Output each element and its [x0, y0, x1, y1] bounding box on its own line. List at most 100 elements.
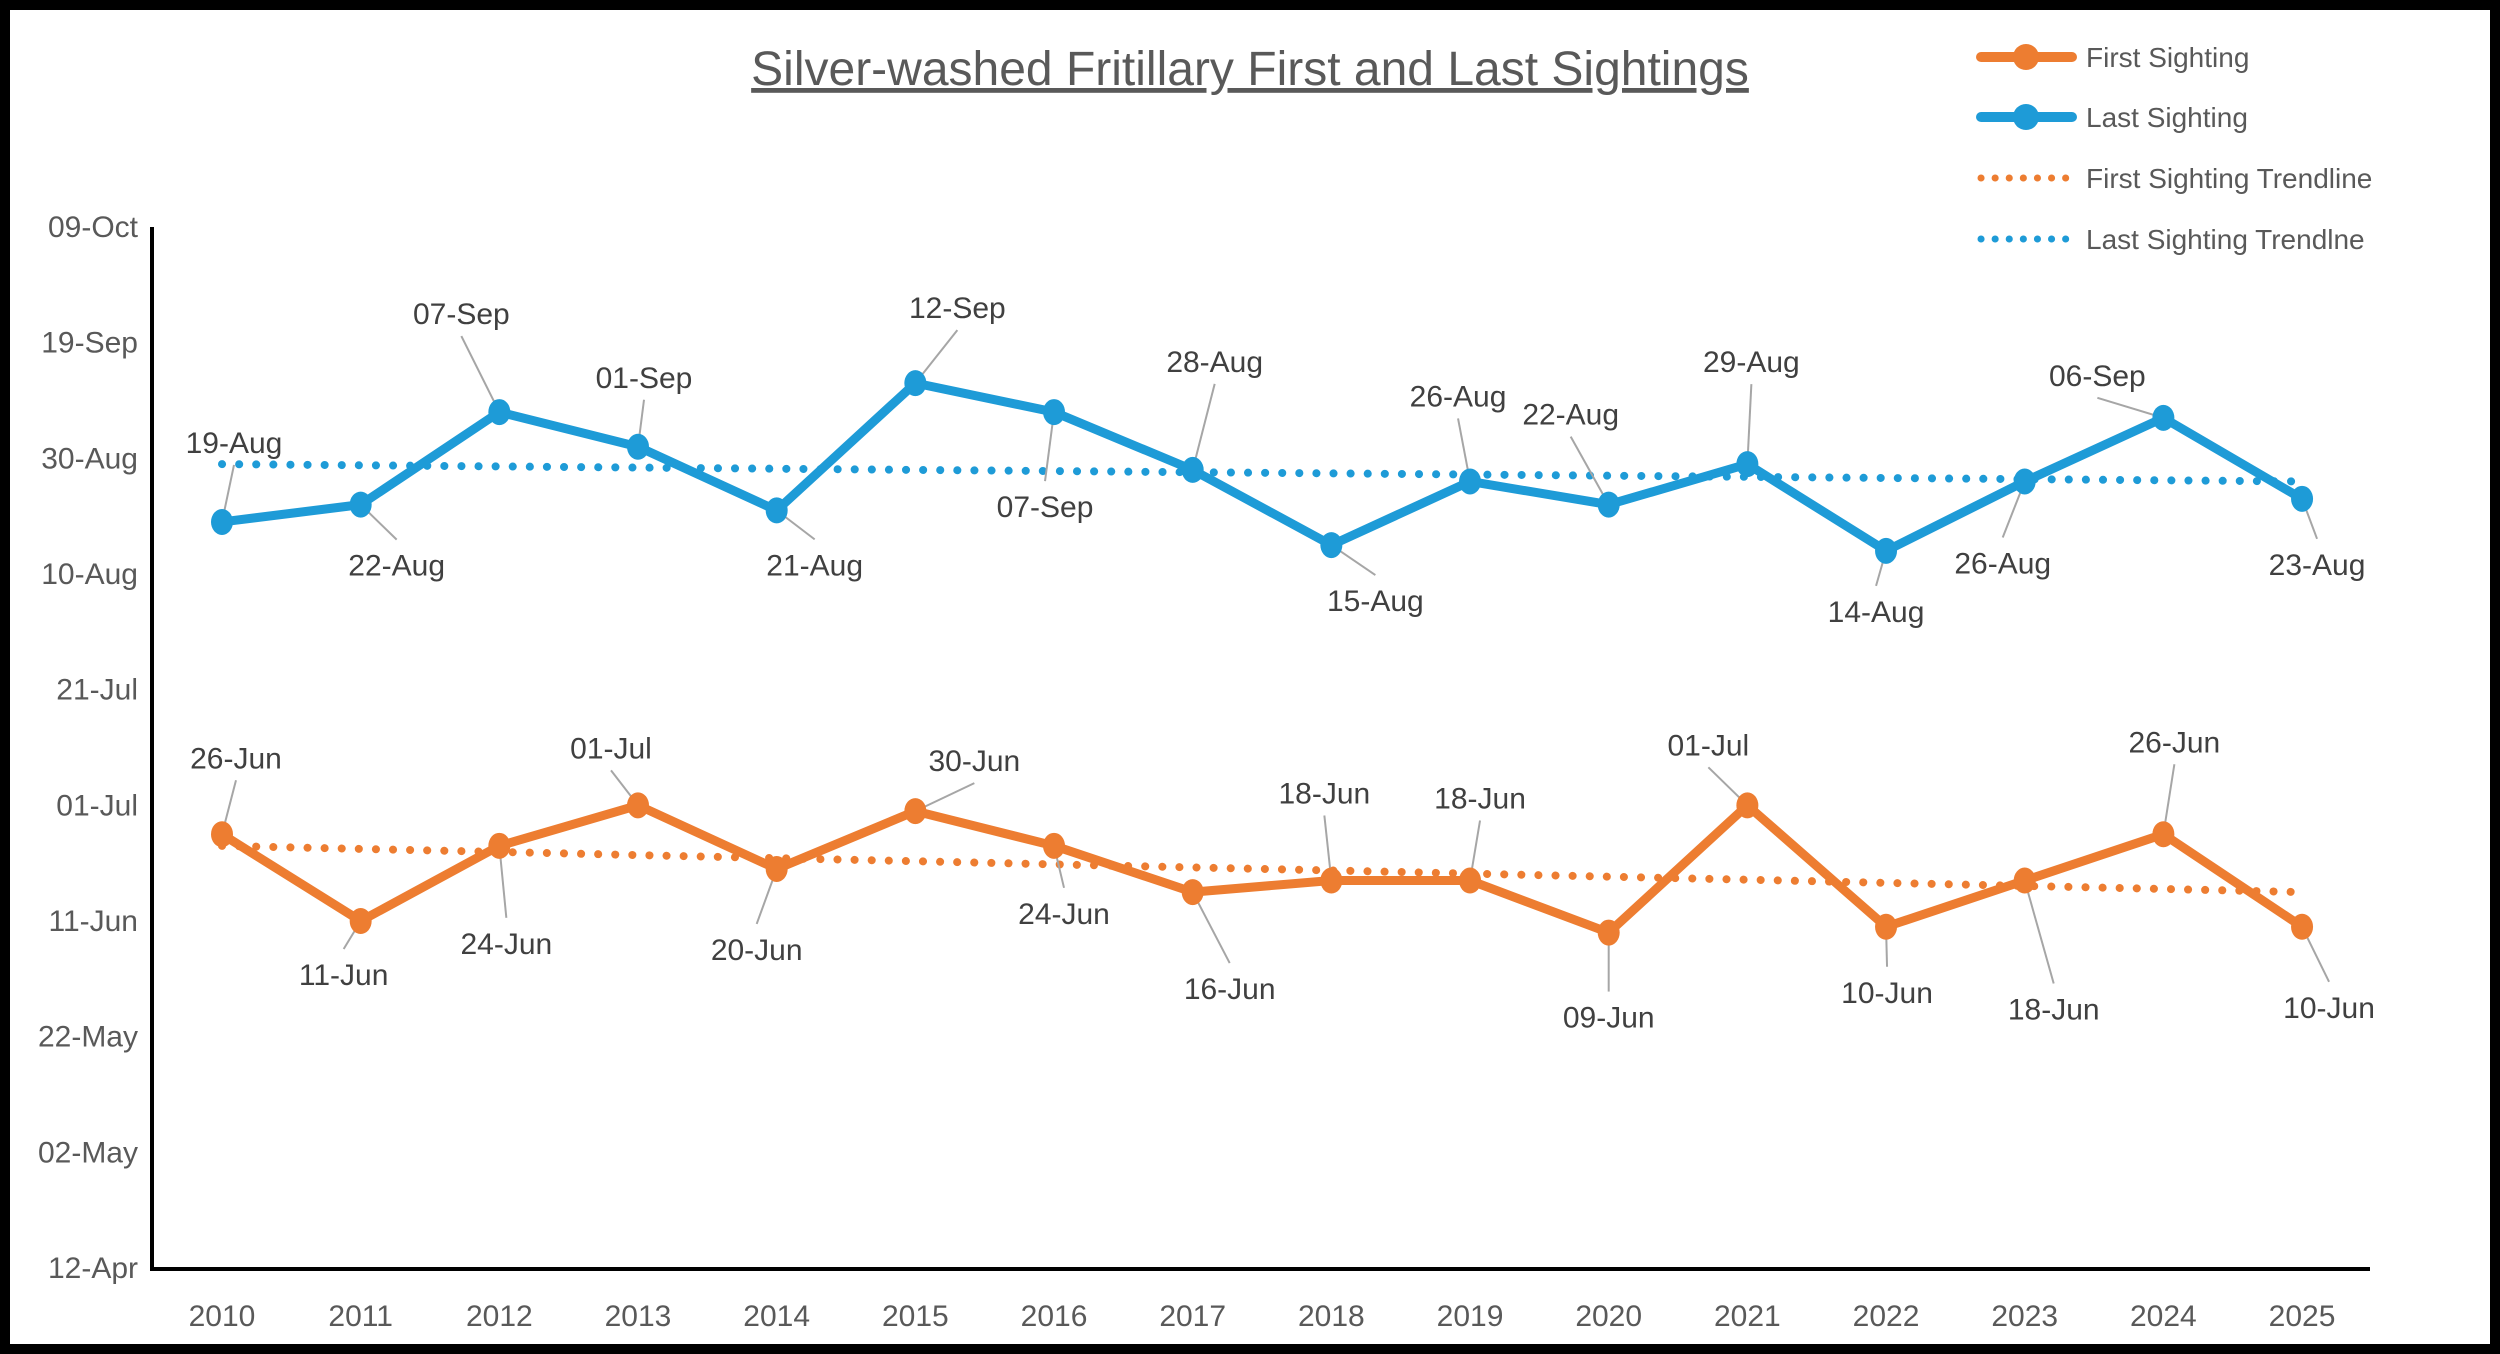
- data-label-last-sighting-2011: 22-Aug: [348, 550, 445, 583]
- y-axis-tick-label: 01-Jul: [56, 789, 138, 822]
- x-axis-tick-label: 2011: [328, 1300, 393, 1333]
- data-label-last-sighting-2022: 14-Aug: [1828, 596, 1925, 629]
- trendline-first-sighting-trendline: [218, 841, 2307, 897]
- point-first-sighting-2022: [1875, 913, 1898, 940]
- data-label-first-sighting-2013: 01-Jul: [570, 732, 652, 765]
- point-last-sighting-2022: [1875, 537, 1898, 564]
- data-label-first-sighting-2012: 24-Jun: [460, 928, 552, 961]
- point-last-sighting-2010: [211, 508, 233, 535]
- data-label-first-sighting-2021: 01-Jul: [1668, 729, 1750, 762]
- x-axis-tick-label: 2017: [1159, 1300, 1226, 1333]
- point-last-sighting-2013: [627, 433, 650, 460]
- data-label-last-sighting-2023: 26-Aug: [1954, 547, 2051, 580]
- y-axis-tick-label: 12-Apr: [48, 1252, 138, 1285]
- y-axis-tick-label: 10-Aug: [41, 558, 138, 591]
- data-label-first-sighting-2024: 26-Jun: [2129, 726, 2221, 759]
- point-first-sighting-2020: [1597, 919, 1620, 946]
- x-axis-tick-label: 2010: [189, 1300, 256, 1333]
- point-first-sighting-2017: [1181, 879, 1204, 906]
- data-label-last-sighting-2013: 01-Sep: [596, 362, 693, 395]
- data-label-leader: [1191, 383, 1216, 471]
- x-axis-tick-label: 2024: [2130, 1300, 2197, 1333]
- data-label-first-sighting-2016: 24-Jun: [1018, 898, 1110, 931]
- data-label-last-sighting-2012: 07-Sep: [413, 298, 510, 331]
- legend-item-last-sighting: Last Sighting: [1976, 102, 2248, 133]
- x-axis-tick-label: 2013: [605, 1300, 672, 1333]
- legend-label: Last Sighting Trendlne: [2086, 224, 2365, 255]
- y-axis-tick-label: 21-Jul: [56, 674, 138, 707]
- x-axis-tick-label: 2022: [1853, 1300, 1920, 1333]
- legend-item-first-sighting: First Sighting: [1976, 42, 2249, 73]
- point-last-sighting-2023: [2013, 468, 2036, 495]
- y-axis-tick-label: 22-May: [38, 1021, 138, 1054]
- data-label-leader: [1746, 384, 1753, 465]
- x-axis-tick-label: 2020: [1575, 1300, 1642, 1333]
- x-axis-tick-label: 2021: [1714, 1300, 1781, 1333]
- x-axis-tick-label: 2023: [1991, 1300, 2058, 1333]
- point-first-sighting-2012: [488, 832, 511, 859]
- data-label-first-sighting-2017: 16-Jun: [1184, 973, 1276, 1006]
- x-axis-tick-label: 2018: [1298, 1300, 1365, 1333]
- data-label-last-sighting-2025: 23-Aug: [2269, 549, 2366, 582]
- point-last-sighting-2020: [1597, 491, 1620, 518]
- y-axis-tick-label: 30-Aug: [41, 442, 138, 475]
- point-first-sighting-2010: [211, 821, 233, 848]
- legend-label: First Sighting Trendline: [2086, 163, 2372, 194]
- data-label-last-sighting-2019: 26-Aug: [1410, 380, 1507, 413]
- point-first-sighting-2014: [765, 855, 788, 882]
- point-last-sighting-2015: [904, 370, 927, 397]
- data-label-first-sighting-2015: 30-Jun: [928, 745, 1020, 778]
- point-last-sighting-2014: [765, 497, 788, 524]
- point-first-sighting-2011: [349, 908, 372, 935]
- point-last-sighting-2018: [1320, 532, 1343, 559]
- point-first-sighting-2025: [2291, 913, 2314, 940]
- point-last-sighting-2024: [2152, 404, 2175, 431]
- data-label-first-sighting-2011: 11-Jun: [299, 959, 389, 992]
- legend-label: First Sighting: [2086, 42, 2249, 73]
- point-first-sighting-2021: [1736, 792, 1759, 819]
- point-first-sighting-2018: [1320, 867, 1343, 894]
- point-first-sighting-2019: [1459, 867, 1482, 894]
- legend-marker-dot: [2013, 44, 2039, 70]
- series-line-last-sighting: [217, 378, 2307, 556]
- data-label-first-sighting-2023: 18-Jun: [2008, 994, 2100, 1027]
- data-label-leader: [460, 335, 501, 413]
- plot-area: 12-Apr 02-May 22-May 11-Jun 01-Jul 21-Jul 10-A…: [38, 211, 2375, 1333]
- x-axis-tick-label: 2012: [466, 1300, 533, 1333]
- point-first-sighting-2013: [627, 792, 650, 819]
- data-label-last-sighting-2016: 07-Sep: [997, 491, 1094, 524]
- point-last-sighting-2017: [1181, 456, 1204, 483]
- x-axis-tick-label: 2016: [1021, 1300, 1088, 1333]
- data-label-last-sighting-2015: 12-Sep: [909, 292, 1006, 325]
- data-label-last-sighting-2021: 29-Aug: [1703, 346, 1800, 379]
- data-label-last-sighting-2024: 06-Sep: [2049, 360, 2146, 393]
- point-last-sighting-2021: [1736, 451, 1759, 478]
- data-label-leader: [1569, 436, 1610, 506]
- data-label-leader: [2097, 396, 2164, 419]
- data-label-first-sighting-2018: 18-Jun: [1278, 778, 1370, 811]
- point-first-sighting-2016: [1043, 832, 1066, 859]
- data-label-last-sighting-2018: 15-Aug: [1327, 585, 1424, 618]
- sightings-line-chart: Silver-washed Fritillary First and Last …: [38, 42, 2375, 1333]
- point-first-sighting-2015: [904, 798, 927, 825]
- point-last-sighting-2011: [349, 491, 372, 518]
- data-label-leader: [2023, 880, 2055, 984]
- chart-legend: First Sighting Last Sighting First Sightin…: [1976, 42, 2372, 255]
- point-first-sighting-2023: [2013, 867, 2036, 894]
- data-label-last-sighting-2020: 22-Aug: [1522, 399, 1619, 432]
- point-last-sighting-2025: [2291, 485, 2314, 512]
- legend-item-first-sighting-trendline: First Sighting Trendline: [1977, 163, 2372, 194]
- data-label-first-sighting-2019: 18-Jun: [1434, 783, 1526, 816]
- data-label-last-sighting-2010: 19-Aug: [186, 427, 283, 460]
- data-label-last-sighting-2014: 21-Aug: [766, 549, 863, 582]
- legend-label: Last Sighting: [2086, 102, 2248, 133]
- y-axis-tick-label: 02-May: [38, 1136, 138, 1169]
- chart-title: Silver-washed Fritillary First and Last …: [751, 43, 1749, 96]
- y-axis-tick-label: 09-Oct: [48, 211, 139, 244]
- x-axis-tick-label: 2025: [2269, 1300, 2336, 1333]
- trendline-last-sighting-trendlne: [218, 460, 2307, 486]
- data-label-first-sighting-2025: 10-Jun: [2283, 992, 2375, 1025]
- y-axis-tick-label: 19-Sep: [41, 327, 138, 360]
- series-line-first-sighting: [217, 800, 2307, 938]
